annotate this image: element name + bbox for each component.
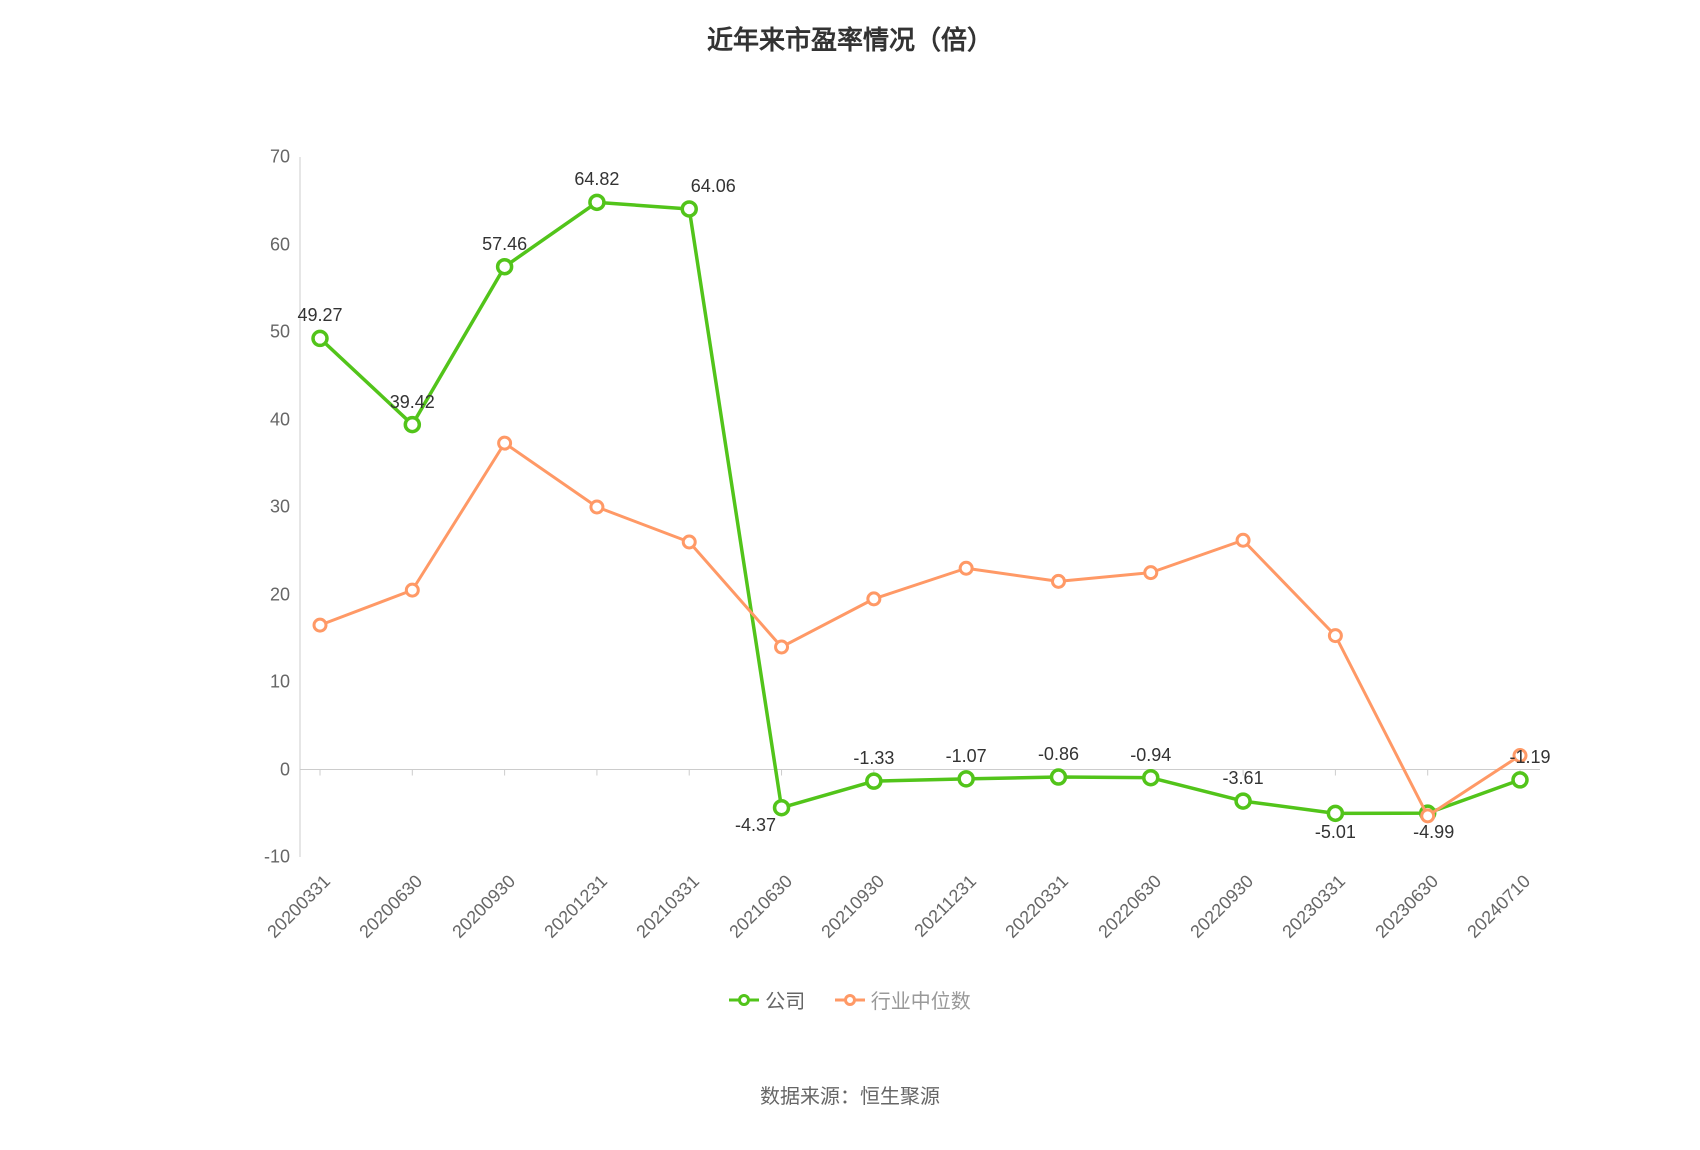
y-tick-label: 50	[270, 322, 300, 343]
data-point-label: -1.07	[946, 746, 987, 767]
x-tick-label: 20210630	[725, 871, 796, 942]
chart-footer-source: 数据来源：恒生聚源	[0, 1080, 1700, 1109]
x-tick-label: 20200630	[356, 871, 427, 942]
x-tick-label: 20211231	[910, 871, 981, 942]
data-point-label: -1.19	[1509, 747, 1550, 768]
data-point-label: 57.46	[482, 234, 527, 255]
legend-item-industry-median[interactable]: 行业中位数	[835, 985, 971, 1014]
legend-marker-industry-median	[835, 993, 865, 1007]
data-point-label: -0.94	[1130, 745, 1171, 766]
legend-marker-company	[729, 993, 759, 1007]
legend-label-industry-median: 行业中位数	[871, 985, 971, 1014]
y-tick-label: 20	[270, 584, 300, 605]
y-tick-label: 30	[270, 497, 300, 518]
x-tick-label: 20201231	[540, 871, 611, 942]
chart-plot-area: -100102030405060702020033120200630202009…	[300, 157, 1540, 857]
data-point-label: 64.82	[574, 169, 619, 190]
data-point-label: -5.01	[1315, 822, 1356, 843]
x-tick-label: 20220930	[1186, 871, 1257, 942]
x-tick-label: 20230331	[1279, 871, 1350, 942]
x-tick-label: 20210930	[817, 871, 888, 942]
chart-legend: 公司 行业中位数	[0, 985, 1700, 1014]
y-tick-label: 60	[270, 234, 300, 255]
y-tick-label: 0	[280, 759, 300, 780]
x-tick-label: 20200331	[263, 871, 334, 942]
y-tick-label: 40	[270, 409, 300, 430]
data-point-label: -3.61	[1223, 768, 1264, 789]
legend-label-company: 公司	[765, 985, 805, 1014]
chart-svg	[300, 157, 1540, 857]
data-point-label: 49.27	[297, 305, 342, 326]
y-tick-label: 10	[270, 672, 300, 693]
data-point-label: -0.86	[1038, 744, 1079, 765]
x-tick-label: 20200930	[448, 871, 519, 942]
x-tick-label: 20210331	[633, 871, 704, 942]
y-tick-label: 70	[270, 147, 300, 168]
x-tick-label: 20240710	[1463, 871, 1534, 942]
data-point-label: -4.37	[735, 815, 776, 836]
y-tick-label: -10	[264, 847, 300, 868]
data-point-label: -4.99	[1413, 822, 1454, 843]
chart-title: 近年来市盈率情况（倍）	[0, 0, 1700, 57]
data-point-label: 64.06	[691, 176, 736, 197]
data-point-label: -1.33	[853, 748, 894, 769]
x-tick-label: 20220630	[1094, 871, 1165, 942]
x-tick-label: 20230630	[1371, 871, 1442, 942]
chart-container: 近年来市盈率情况（倍） -100102030405060702020033120…	[0, 0, 1700, 1150]
legend-item-company[interactable]: 公司	[729, 985, 805, 1014]
x-tick-label: 20220331	[1002, 871, 1073, 942]
data-point-label: 39.42	[390, 392, 435, 413]
